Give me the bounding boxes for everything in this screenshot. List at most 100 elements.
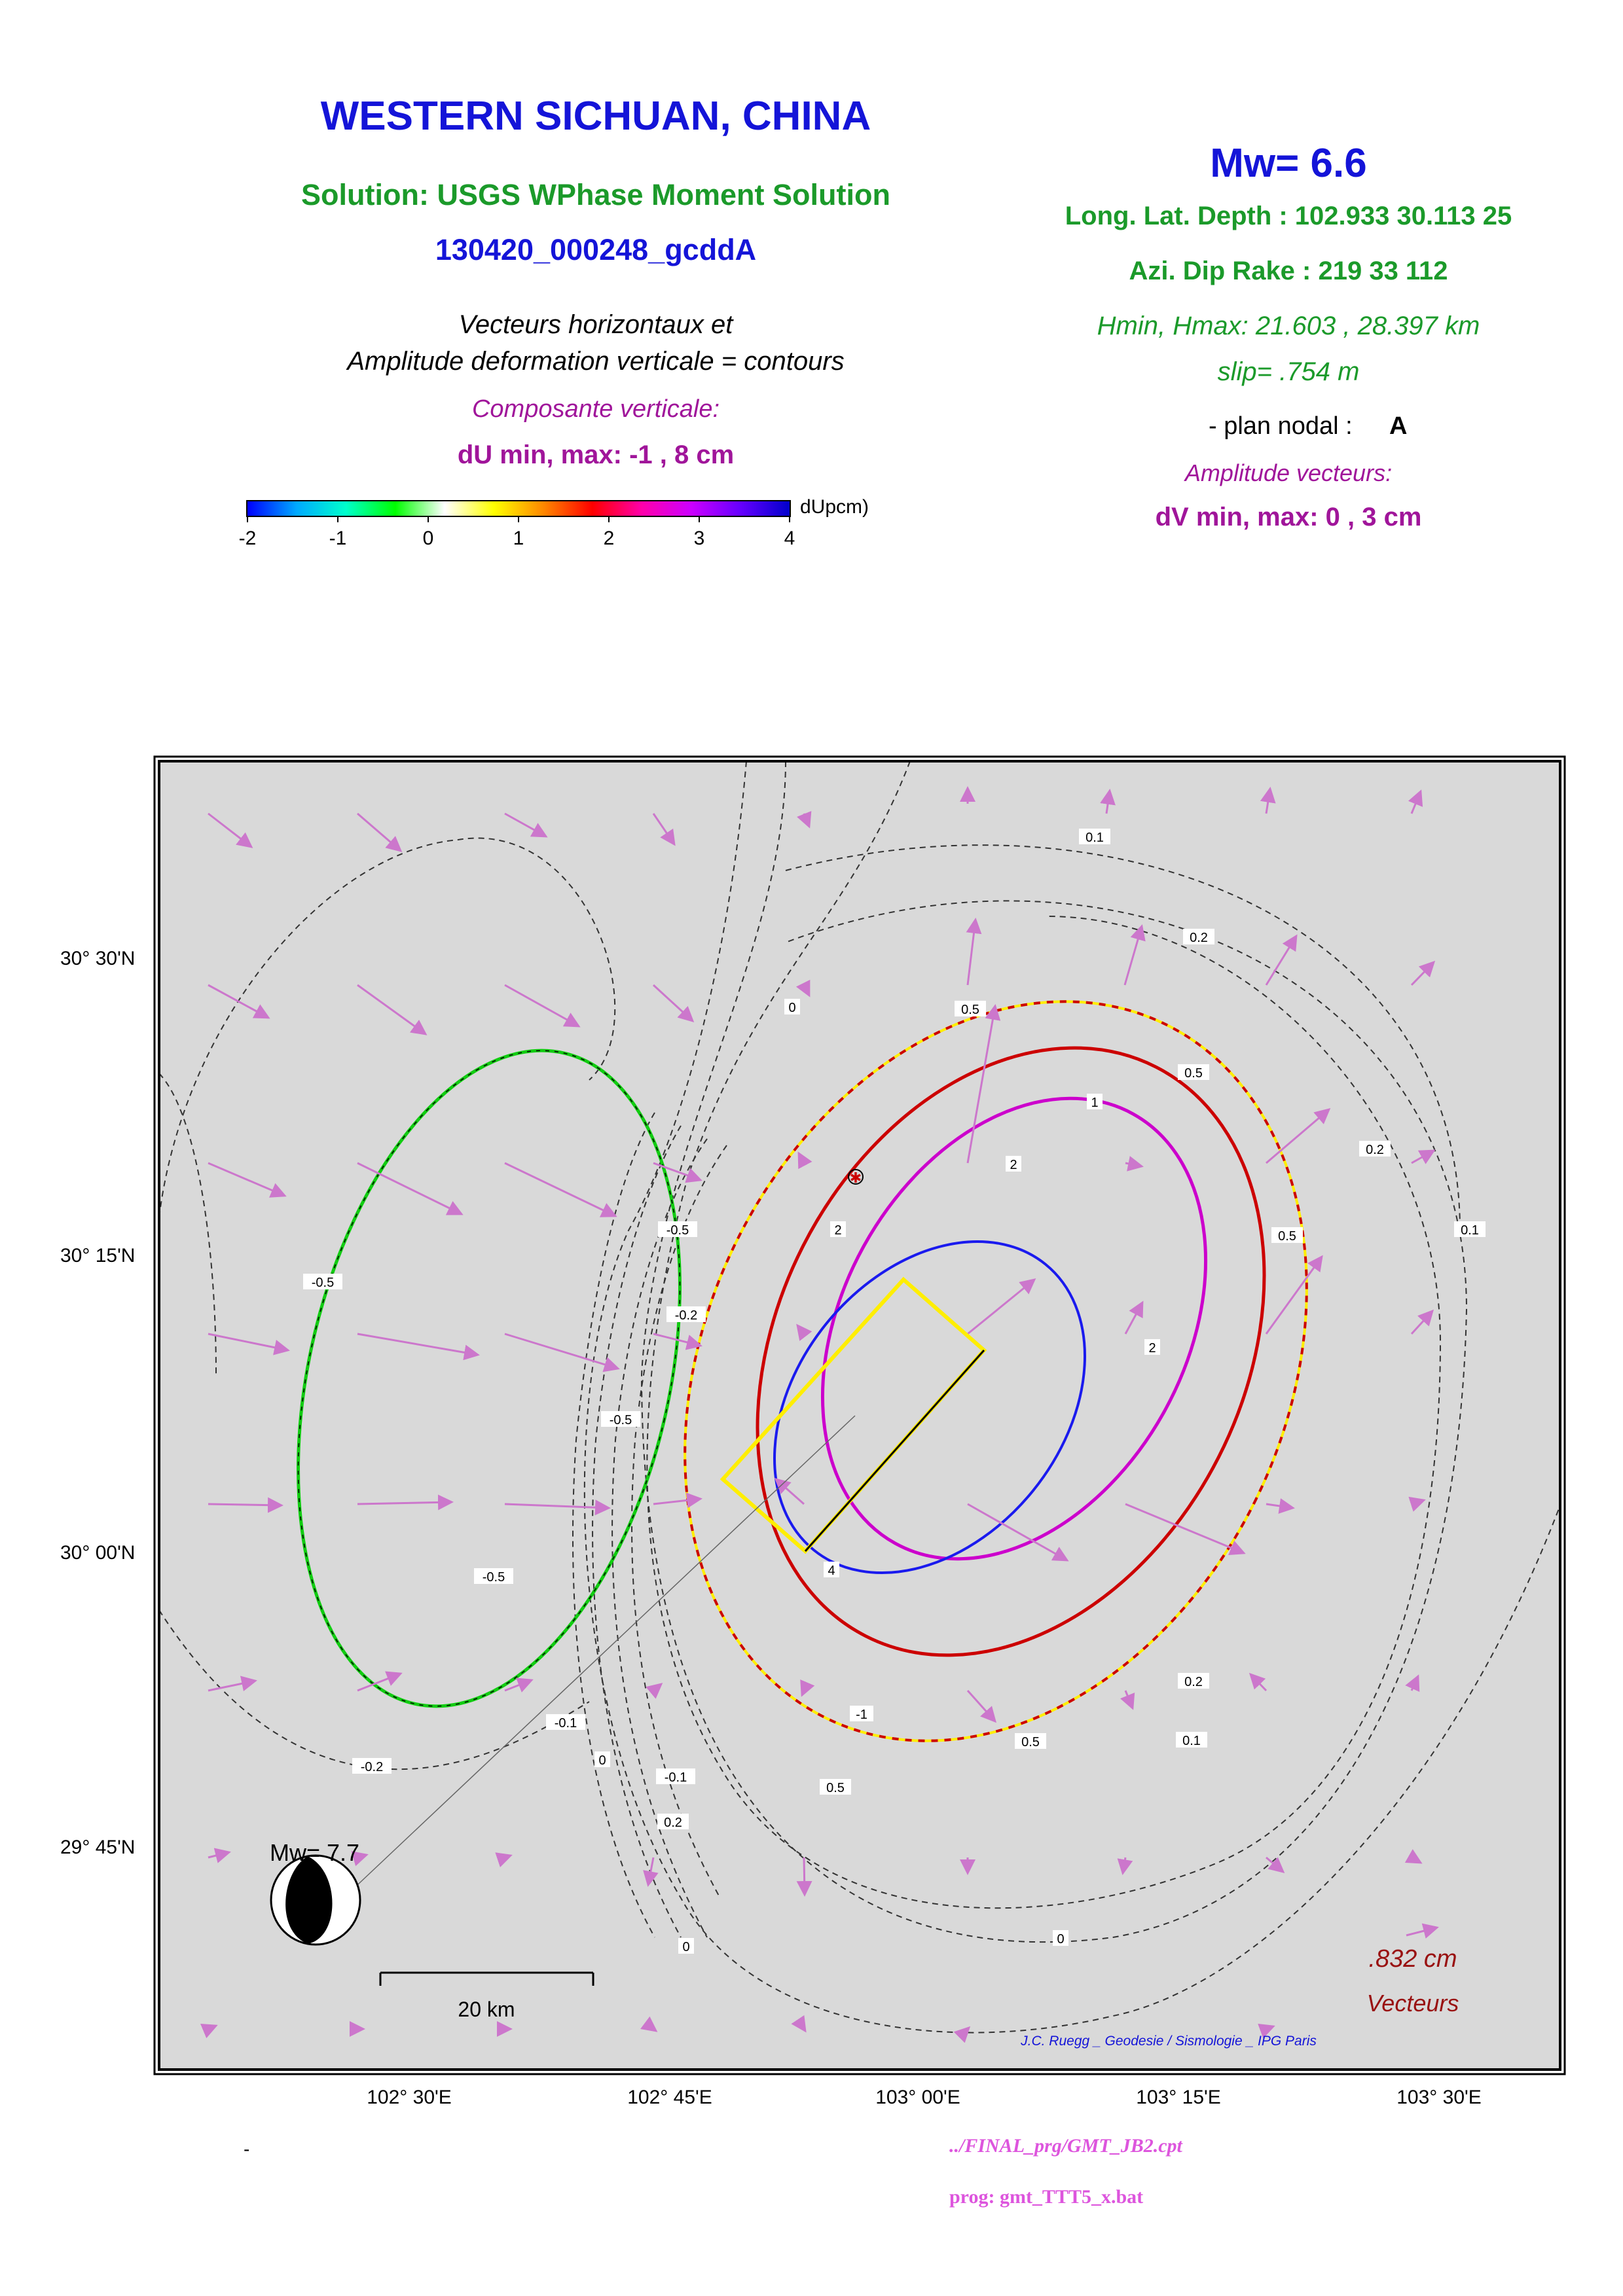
displacement-vector-arrow	[1411, 1149, 1436, 1164]
contour-label: -0.5	[666, 1223, 689, 1238]
displacement-vector-arrow	[652, 813, 676, 846]
contour-label: 0.5	[961, 1003, 979, 1017]
lon-label-3: 103° 00'E	[875, 2087, 960, 2108]
displacement-vector-arrow	[357, 1494, 454, 1511]
contour-label-bg	[1087, 1094, 1103, 1109]
displacement-vectors	[200, 786, 1436, 2043]
displacement-vector-arrow	[208, 1848, 231, 1863]
displacement-vector-arrow	[1408, 1496, 1426, 1512]
colorbar-unit: dUpcm)	[800, 496, 869, 518]
vector-scale-arrow	[1406, 1923, 1439, 1939]
contour-label-bg	[352, 1758, 392, 1774]
hmin-hmax: Hmin, Hmax: 21.603 , 28.397 km	[1097, 312, 1480, 340]
displacement-vector-arrow	[966, 1004, 1001, 1164]
contour-label-bg	[820, 1779, 851, 1795]
solution-label: Solution: USGS WPhase Moment Solution	[301, 178, 890, 211]
displacement-vector-arrow	[357, 812, 403, 852]
azi-dip-rake: Azi. Dip Rake : 219 33 112	[1129, 257, 1448, 285]
colorbar-tick-mark	[699, 516, 700, 522]
contour-label: 0.2	[1190, 931, 1208, 945]
contour-label: 1	[1091, 1096, 1098, 1110]
contour-label-bg	[678, 1938, 694, 1954]
colorbar-tick-label: 1	[513, 528, 524, 549]
contour-line	[583, 761, 1561, 2034]
contour-label: 0.5	[1278, 1229, 1296, 1244]
vector-amplitude-label: Amplitude vecteurs:	[1184, 459, 1393, 486]
displacement-vector-arrow	[966, 918, 982, 986]
displacement-vector-arrow	[1249, 1672, 1267, 1692]
colorbar-tick-mark	[518, 516, 519, 522]
displacement-vector-arrow	[495, 1852, 513, 1868]
contour-label-bg	[1015, 1733, 1046, 1749]
contour-2	[820, 1096, 1208, 1561]
displacement-vector-arrow	[967, 1278, 1036, 1335]
beachball-label: Mw= 7.7	[270, 1839, 360, 1866]
lat-label-3: 30° 00'N	[60, 1542, 136, 1564]
displacement-vector-arrow	[1408, 789, 1423, 814]
colorbar-tick-label: -1	[329, 528, 347, 549]
displacement-vector-arrow	[208, 1497, 283, 1513]
contour-label-bg	[850, 1706, 873, 1721]
displacement-vector-arrow	[1124, 1300, 1144, 1335]
contour-label: 2	[834, 1223, 841, 1238]
contour-label-bg	[1178, 1673, 1209, 1689]
contour-label-bg	[1271, 1227, 1303, 1243]
contour-label-bg	[303, 1274, 342, 1289]
contour-label-bg	[1144, 1339, 1160, 1355]
footer-dash: -	[244, 2139, 250, 2159]
contour-label: -0.5	[312, 1276, 334, 1290]
contour-label-bg	[1183, 929, 1214, 944]
contour-label: 0	[788, 1001, 795, 1015]
displacement-vector-arrow	[1120, 1690, 1135, 1710]
long-lat-depth: Long. Lat. Depth : 102.933 30.113 25	[1065, 202, 1512, 230]
contour-label: 4	[828, 1564, 835, 1578]
vertical-component-label: Composante verticale:	[471, 395, 720, 423]
scale-label: 20 km	[458, 1998, 515, 2021]
beachball-leader	[346, 1415, 856, 1895]
contour-label: 0	[598, 1753, 606, 1768]
lat-label-2: 30° 15'N	[60, 1245, 136, 1266]
displacement-vector-arrow	[351, 1851, 369, 1867]
colorbar-tick-mark	[337, 516, 338, 522]
vector-scale-label: Vecteurs	[1366, 1990, 1459, 2017]
lat-label-4: 29° 45'N	[60, 1837, 136, 1858]
displacement-vector-arrow	[1125, 1156, 1144, 1172]
contour-label-bg	[474, 1568, 513, 1584]
contour-label-bg	[601, 1411, 640, 1427]
contour-label: 2	[1148, 1341, 1156, 1355]
displacement-vector-arrow	[796, 1857, 812, 1897]
contour-label-bg	[824, 1562, 839, 1577]
contour-0.5-overlay	[684, 1000, 1308, 1742]
displacement-vector-arrow	[1123, 924, 1146, 986]
vector-scale-value: .832 cm	[1368, 1945, 1457, 1973]
slip-value: slip= .754 m	[1217, 357, 1360, 386]
colorbar-tick-mark	[247, 516, 248, 522]
contour-line	[158, 837, 616, 1218]
displacement-vector-arrow	[796, 1323, 812, 1341]
prog-name: prog: gmt_TTT5_x.bat	[949, 2186, 1144, 2208]
contour-label: -0.1	[555, 1716, 577, 1731]
epicenter-star-icon: ✱	[850, 1170, 862, 1186]
displacement-vector-arrow	[953, 2026, 971, 2043]
displacement-vector-arrow	[208, 1676, 257, 1692]
contour-label-bg	[657, 1814, 689, 1829]
contour-label: -0.2	[361, 1760, 383, 1774]
displacement-vector-arrow	[200, 2024, 218, 2039]
fault-trace	[804, 1350, 985, 1552]
displacement-vector-arrow	[643, 1857, 659, 1887]
contour-label: 2	[1010, 1158, 1017, 1172]
contour-label-bg	[830, 1221, 846, 1237]
displacement-vector-arrow	[1265, 934, 1298, 986]
credit-text: J.C. Ruegg _ Geodesie / Sismologie _ IPG…	[1021, 2034, 1317, 2049]
displacement-vector-arrow	[357, 1333, 480, 1361]
map-frame	[158, 760, 1561, 2071]
contour-neg-0.5-overlay	[297, 1050, 681, 1707]
nodal-plane-label: - plan nodal :	[1209, 412, 1353, 440]
contour-label-bg	[1454, 1221, 1486, 1237]
contour-label: 0.2	[1366, 1143, 1384, 1157]
displacement-vector-arrow	[797, 1151, 812, 1170]
contour-label: 0.1	[1461, 1223, 1479, 1238]
displacement-vector-arrow	[357, 984, 428, 1035]
region-title: WESTERN SICHUAN, CHINA	[320, 94, 871, 139]
